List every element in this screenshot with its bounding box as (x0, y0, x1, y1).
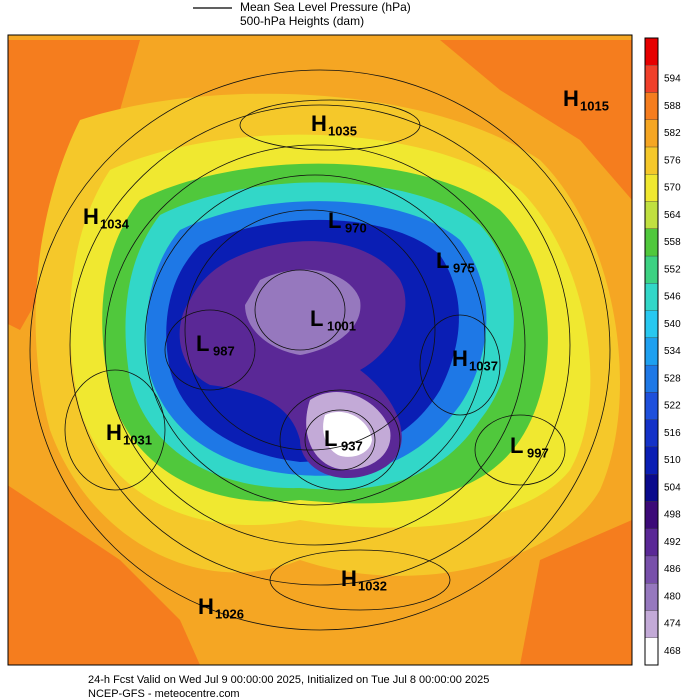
colorbar-bin (644, 446, 659, 475)
colorbar-label: 540 (664, 319, 681, 330)
center-letter: L (510, 433, 523, 458)
colorbar-label: 534 (664, 346, 681, 357)
colorbar-bin (644, 392, 659, 420)
center-pressure: 997 (527, 445, 549, 460)
colorbar-label: 564 (664, 210, 681, 221)
center-letter: H (106, 420, 122, 445)
colorbar-bin (644, 255, 659, 284)
colorbar-bin (644, 610, 659, 638)
colorbar-bin (644, 201, 659, 229)
colorbar-label: 468 (664, 646, 681, 657)
colorbar-label: 522 (664, 401, 681, 412)
colorbar-label: 558 (664, 237, 681, 248)
center-letter: H (452, 346, 468, 371)
colorbar-label: 594 (664, 74, 681, 85)
center-pressure: 987 (213, 343, 235, 358)
center-letter: H (341, 566, 357, 591)
footer-source: NCEP-GFS - meteocentre.com (88, 688, 240, 700)
center-pressure: 1026 (215, 606, 244, 621)
center-pressure: 937 (341, 438, 363, 453)
center-letter: H (198, 594, 214, 619)
colorbar-bin (644, 310, 659, 339)
colorbar-bin (644, 528, 659, 557)
colorbar-bin (644, 337, 659, 366)
colorbar-frame (644, 37, 659, 666)
center-pressure: 970 (345, 220, 367, 235)
legend-heights: 500-hPa Heights (dam) (240, 14, 364, 28)
colorbar-label: 546 (664, 292, 681, 303)
map-frame (7, 34, 633, 666)
colorbar-bin (644, 583, 659, 611)
colorbar-bin (644, 65, 659, 93)
center-letter: L (196, 331, 209, 356)
colorbar-bin (644, 228, 659, 257)
center-pressure: 1035 (328, 123, 357, 138)
colorbar-bin (644, 119, 659, 148)
colorbar-label: 486 (664, 564, 681, 575)
colorbar-label: 474 (664, 619, 681, 630)
center-pressure: 1034 (100, 216, 130, 231)
colorbar-bin (644, 92, 659, 120)
colorbar-label: 588 (664, 101, 681, 112)
center-pressure: 1032 (358, 578, 387, 593)
colorbar-bin (644, 637, 659, 666)
colorbar-label: 480 (664, 591, 681, 602)
colorbar-label: 528 (664, 373, 681, 384)
colorbar-label: 576 (664, 155, 681, 166)
center-letter: H (563, 86, 579, 111)
center-pressure: 1001 (327, 318, 356, 333)
colorbar-label: 516 (664, 428, 681, 439)
colorbar-top (645, 38, 658, 66)
colorbar-bin (644, 146, 659, 175)
colorbar-label: 552 (664, 264, 681, 275)
center-pressure: 1031 (123, 432, 152, 447)
map (7, 34, 633, 666)
center-pressure: 1015 (580, 98, 609, 113)
center-letter: L (436, 248, 449, 273)
colorbar-bin (644, 283, 659, 311)
center-letter: H (83, 204, 99, 229)
legend-mslp: Mean Sea Level Pressure (hPa) (240, 0, 411, 14)
colorbar: 594 588 582 576 570 564 558 552 546 540 534 528 522 5… (644, 37, 681, 666)
colorbar-bin (644, 364, 659, 393)
colorbar-bin (644, 555, 659, 584)
center-letter: H (311, 111, 327, 136)
center-letter: L (324, 426, 337, 451)
colorbar-label: 492 (664, 537, 681, 548)
colorbar-bin (644, 419, 659, 448)
colorbar-label: 510 (664, 455, 681, 466)
colorbar-label: 498 (664, 510, 681, 521)
center-pressure: 1037 (469, 358, 498, 373)
colorbar-bin (644, 174, 659, 202)
colorbar-bin (644, 474, 659, 502)
colorbar-label: 504 (664, 482, 681, 493)
colorbar-bin (644, 501, 659, 529)
colorbar-label: 570 (664, 183, 681, 194)
footer-valid: 24-h Fcst Valid on Wed Jul 9 00:00:00 20… (88, 674, 489, 686)
colorbar-label: 582 (664, 128, 681, 139)
center-letter: L (328, 208, 341, 233)
center-pressure: 975 (453, 260, 475, 275)
center-letter: L (310, 306, 323, 331)
